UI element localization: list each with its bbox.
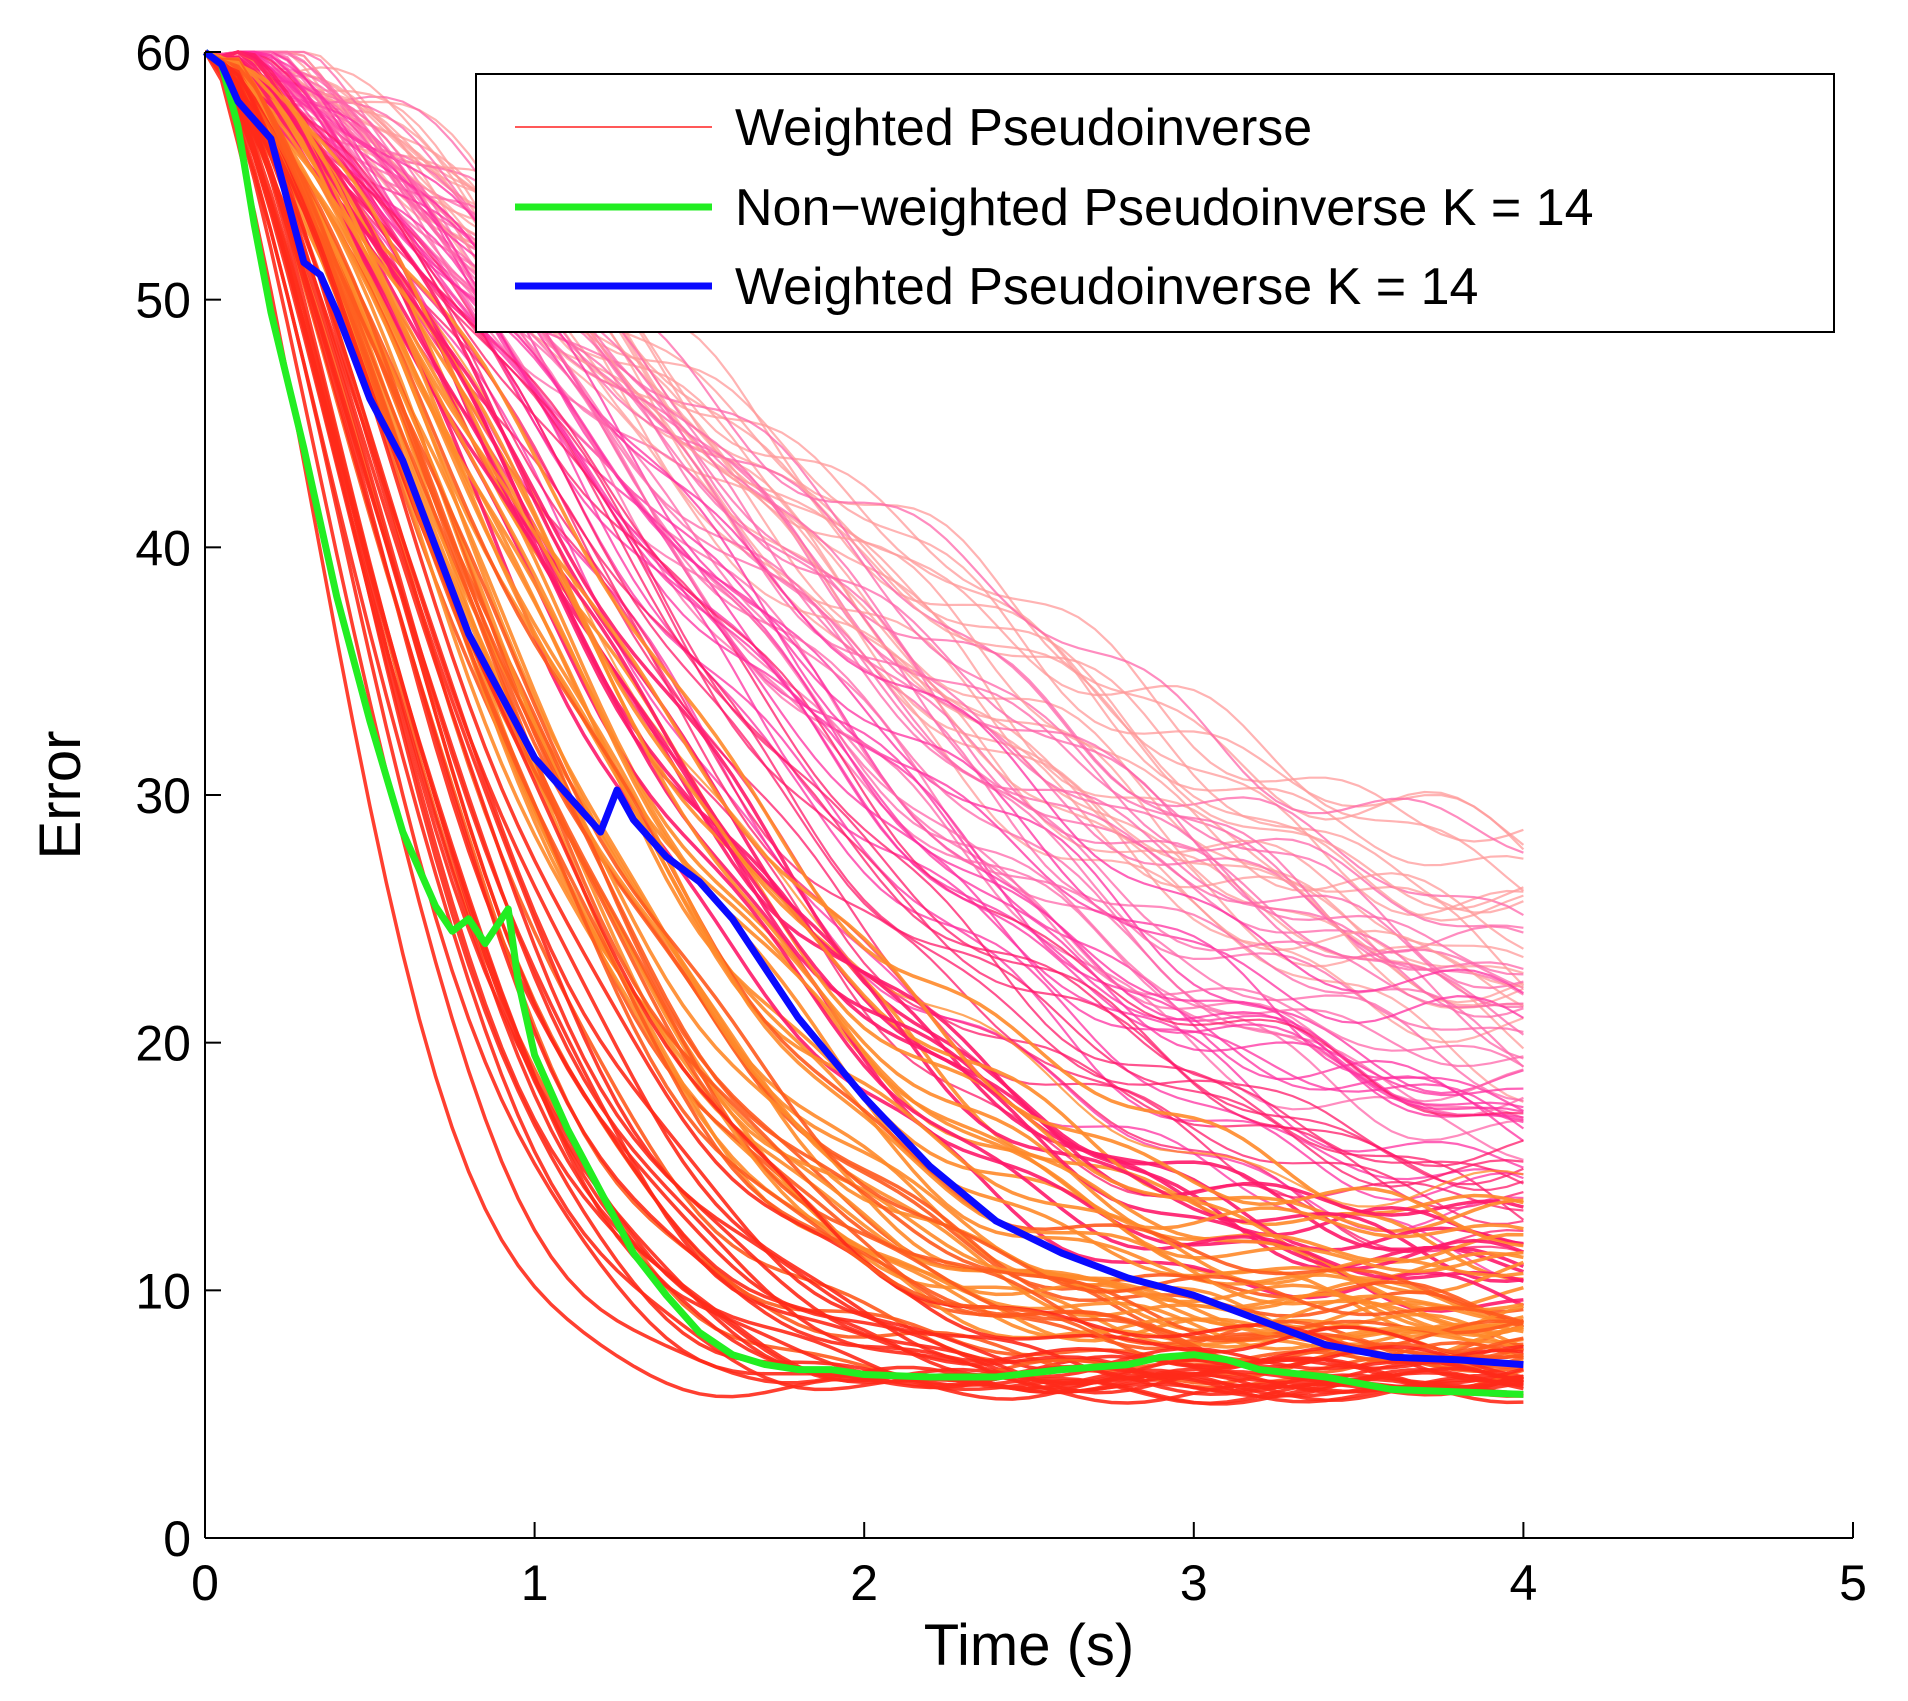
bundle-line <box>204 50 1524 1338</box>
y-tick-label: 50 <box>135 273 191 329</box>
bundle-line <box>204 50 1525 846</box>
bundle-line <box>204 50 1525 1068</box>
bundle-line <box>204 50 1524 1068</box>
bundle-line <box>204 50 1525 1130</box>
bundle-line <box>204 50 1524 1215</box>
x-tick-label: 1 <box>521 1555 549 1611</box>
y-axis-label: Error <box>28 731 93 860</box>
bundle-line <box>204 50 1525 1221</box>
legend-label-non-weighted-k14: Non−weighted Pseudoinverse K = 14 <box>735 179 1594 237</box>
bundle-line <box>204 50 1524 1385</box>
bundle-line <box>204 50 1524 1332</box>
bundle-line <box>204 50 1524 1233</box>
bundle-line <box>204 50 1524 976</box>
bundle-line <box>204 50 1525 1142</box>
bundle-line <box>204 50 1524 950</box>
bundle-line <box>204 50 1524 1009</box>
axes <box>204 51 1854 1539</box>
bundle-line <box>204 50 1524 1169</box>
bundle-line <box>204 50 1524 1324</box>
bundle-line <box>204 50 1524 1097</box>
bundle-line <box>204 50 1524 1188</box>
bundle-line <box>204 50 1524 1210</box>
bundle-line <box>203 50 1524 1395</box>
y-tick-label: 0 <box>163 1511 191 1567</box>
bundle-line <box>204 50 1524 843</box>
legend: Weighted Pseudoinverse Non−weighted Pseu… <box>475 73 1835 333</box>
bundle-line <box>203 50 1524 1404</box>
series-layer <box>202 49 1524 1398</box>
bundle-line <box>204 50 1524 1273</box>
bundle-line <box>203 50 1524 1379</box>
bundle-line <box>204 50 1524 854</box>
bundle-line <box>204 50 1524 1007</box>
bundle-line <box>204 50 1524 995</box>
bundle-line <box>203 50 1524 1382</box>
y-tick-label: 20 <box>135 1016 191 1072</box>
bundle-line <box>204 50 1524 1274</box>
x-tick-label: 5 <box>1839 1555 1867 1611</box>
bundle-line <box>204 50 1524 1095</box>
bundle-line <box>204 50 1524 1181</box>
x-axis-label: Time (s) <box>924 1613 1134 1678</box>
y-tick-label: 40 <box>135 520 191 576</box>
legend-label-weighted-k14: Weighted Pseudoinverse K = 14 <box>735 258 1478 316</box>
bundle-line <box>204 50 1524 1248</box>
bundle-line <box>204 50 1525 851</box>
bundle-line <box>204 50 1524 1025</box>
bundle-line <box>204 50 1524 1008</box>
bundle-line <box>204 50 1524 1185</box>
bundle-line <box>204 50 1524 988</box>
series-line-non-weighted-k14 <box>202 49 1524 1398</box>
bundle-line <box>204 50 1524 1314</box>
x-tick-label: 3 <box>1180 1555 1208 1611</box>
series-line-weighted-k14 <box>202 49 1524 1369</box>
bundle-line <box>204 50 1524 1217</box>
bundle-line <box>204 50 1524 1283</box>
y-tick-label: 60 <box>135 25 191 81</box>
legend-label-weighted-pseudoinverse: Weighted Pseudoinverse <box>735 99 1312 157</box>
bundle-line <box>203 51 1524 1406</box>
bundle-line <box>204 50 1524 1341</box>
bundle-line <box>204 50 1524 1265</box>
bundle-line <box>204 50 1524 1121</box>
bundle-line <box>204 50 1524 1281</box>
y-tick-label: 30 <box>135 768 191 824</box>
bundle-line <box>203 50 1524 1393</box>
x-tick-label: 4 <box>1509 1555 1537 1611</box>
bundle-line <box>204 50 1524 1271</box>
bundle-line <box>204 50 1524 1186</box>
bundle-line <box>204 50 1524 1161</box>
bundle-line <box>203 50 1524 1390</box>
x-tick-label: 2 <box>850 1555 878 1611</box>
y-tick-label: 10 <box>135 1263 191 1319</box>
x-tick-label: 0 <box>191 1555 219 1611</box>
